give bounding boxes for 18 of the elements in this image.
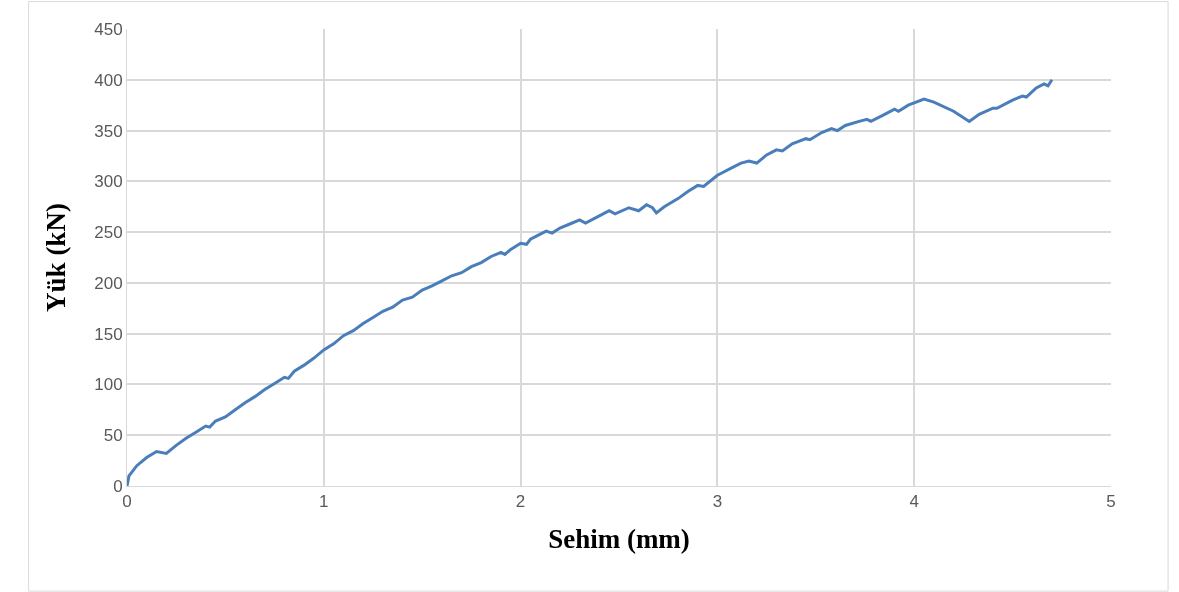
x-axis-title: Sehim (mm) bbox=[548, 523, 690, 554]
x-tick-label: 3 bbox=[712, 492, 723, 512]
y-tick-label: 0 bbox=[113, 476, 123, 496]
y-tick-label: 350 bbox=[94, 121, 123, 141]
x-tick-label: 4 bbox=[909, 492, 919, 512]
y-tick-label: 250 bbox=[94, 223, 123, 243]
x-tick-label: 1 bbox=[319, 492, 329, 512]
y-tick-label: 200 bbox=[94, 273, 123, 293]
y-tick-label: 300 bbox=[94, 172, 123, 192]
y-tick-label: 50 bbox=[103, 426, 123, 446]
x-tick-label: 5 bbox=[1106, 492, 1116, 512]
y-axis-title: Yük (kN) bbox=[41, 203, 72, 312]
y-tick-label: 100 bbox=[94, 375, 123, 395]
line-series bbox=[127, 78, 1054, 486]
y-tick-label: 450 bbox=[94, 19, 123, 39]
x-tick-label: 2 bbox=[515, 492, 526, 512]
y-tick-label: 150 bbox=[94, 324, 123, 344]
y-tick-label: 400 bbox=[94, 70, 123, 90]
